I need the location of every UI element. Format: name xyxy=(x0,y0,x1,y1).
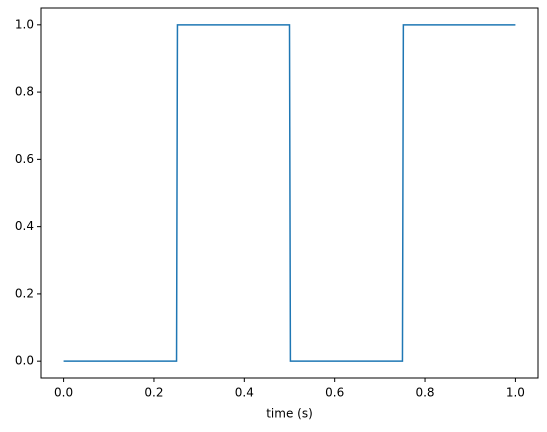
y-tick-label: 1.0 xyxy=(15,17,34,31)
y-tick-label: 0.8 xyxy=(15,85,34,99)
x-axis-label: time (s) xyxy=(266,407,313,421)
x-tick-label: 0.8 xyxy=(415,386,434,400)
x-tick-label: 1.0 xyxy=(506,386,525,400)
x-tick-label: 0.2 xyxy=(144,386,163,400)
y-tick-label: 0.4 xyxy=(15,219,34,233)
x-tick-label: 0.4 xyxy=(235,386,254,400)
y-tick-label: 0.6 xyxy=(15,152,34,166)
axes-frame xyxy=(40,7,539,379)
x-tick-label: 0.0 xyxy=(54,386,73,400)
y-tick-label: 0.2 xyxy=(15,286,34,300)
line-series xyxy=(63,24,516,362)
y-tick-label: 0.0 xyxy=(15,354,34,368)
x-tick-label: 0.6 xyxy=(325,386,344,400)
